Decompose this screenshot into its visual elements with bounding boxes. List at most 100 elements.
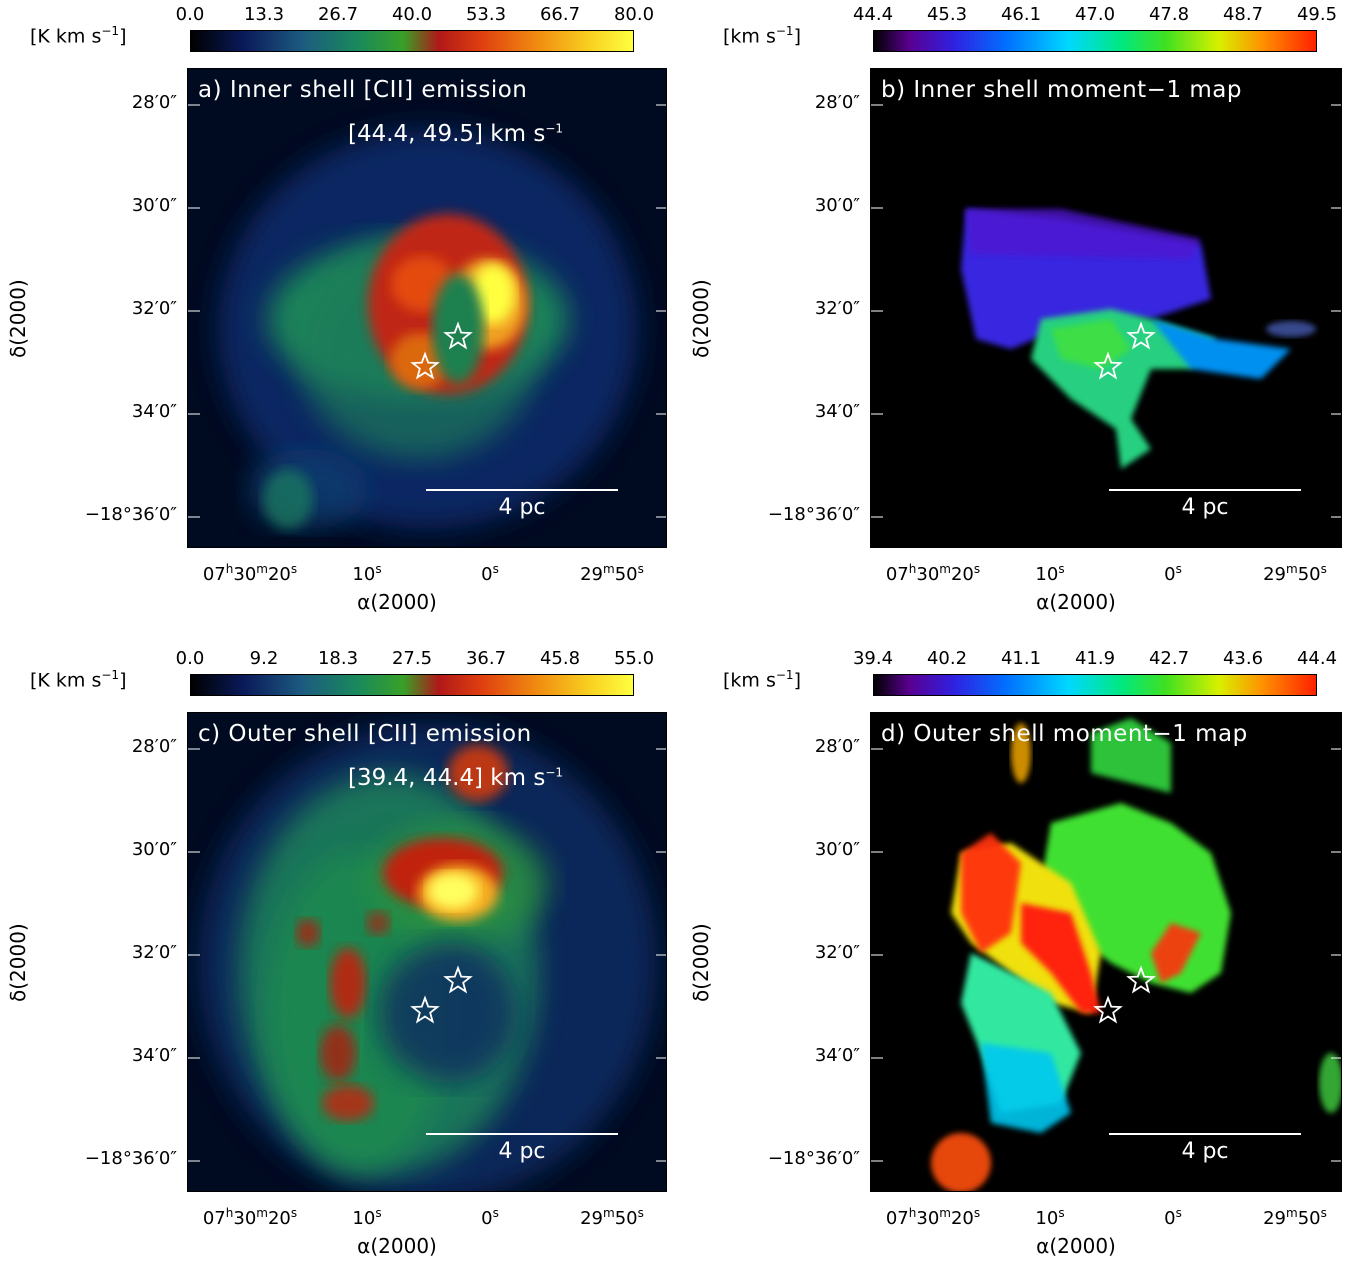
x-tick-part: 07 [202, 1208, 226, 1229]
map-image [871, 713, 1341, 1191]
unit-close: ] [793, 669, 801, 692]
y-tick-label: 34′0″ [131, 401, 177, 422]
x-tick-part: 50 [614, 1208, 638, 1229]
x-tick-part: m [939, 1206, 951, 1220]
y-tick-label: 28′0″ [131, 92, 177, 113]
x-tick-part: 10 [352, 564, 376, 585]
x-tick-part: m [939, 562, 951, 576]
colorbar-tick-label: 49.5 [1296, 4, 1338, 25]
emission-blob [320, 1025, 356, 1081]
x-tick-part: h [225, 562, 234, 576]
x-tick-part: s [1175, 1206, 1182, 1220]
emission-blob [931, 1133, 991, 1191]
x-tick-part: m [256, 1206, 268, 1220]
x-tick-part: m [256, 562, 268, 576]
star-marker-icon [410, 995, 440, 1024]
x-tick-label: 10s [352, 562, 381, 585]
x-tick-label: 0s [481, 1206, 499, 1229]
panel-title: c) Outer shell [CII] emission [198, 721, 532, 747]
colorbar-tick-label: 40.0 [391, 4, 433, 25]
x-tick-label: 29m50s [580, 1206, 644, 1229]
emission-blob [366, 911, 390, 935]
y-tick-label: 32′0″ [814, 942, 860, 963]
x-tick-part: 0 [1164, 1208, 1176, 1229]
x-tick-label: 07h30m20s [886, 1206, 980, 1229]
x-tick-part: s [1175, 562, 1182, 576]
y-tick-label: 34′0″ [131, 1045, 177, 1066]
x-tick-part: 0 [481, 564, 493, 585]
velocity-range-sup: −1 [545, 765, 564, 780]
x-tick-label: 07h30m20s [203, 562, 297, 585]
x-tick-part: 0 [1164, 564, 1176, 585]
y-tick-label: −18°36′0″ [84, 504, 177, 525]
velocity-range-text: [44.4, 49.5] km s [348, 121, 546, 147]
y-tick-label: 30′0″ [814, 839, 860, 860]
emission-blob [428, 873, 478, 909]
x-tick-label: 29m50s [1263, 1206, 1327, 1229]
colorbar-tick-label: 39.4 [852, 648, 894, 669]
unit-close: ] [119, 25, 127, 48]
x-tick-part: 50 [1297, 564, 1321, 585]
panel-title: d) Outer shell moment−1 map [881, 721, 1248, 747]
x-tick-label: 0s [1164, 1206, 1182, 1229]
y-tick-label: 30′0″ [131, 839, 177, 860]
map-image [188, 713, 666, 1191]
colorbar-unit: [km s−1] [723, 24, 801, 47]
colorbar-tick-label: 53.3 [465, 4, 507, 25]
scale-bar [426, 489, 618, 491]
x-tick-part: 20 [950, 564, 974, 585]
colorbar-tick-label: 47.8 [1148, 4, 1190, 25]
x-tick-label: 10s [352, 1206, 381, 1229]
x-tick-part: s [290, 562, 298, 576]
x-tick-part: s [973, 562, 981, 576]
colorbar-tick-label: 44.4 [1296, 648, 1338, 669]
x-tick-part: 29 [580, 564, 604, 585]
colorbar [190, 674, 634, 696]
x-tick-part: 10 [1035, 564, 1059, 585]
velocity-region [1051, 319, 1131, 369]
x-tick-label: 0s [1164, 562, 1182, 585]
x-tick-part: s [492, 1206, 499, 1220]
x-tick-part: s [1320, 1206, 1327, 1220]
unit-sup: −1 [101, 668, 120, 682]
emission-blob [330, 948, 366, 1018]
x-tick-part: h [225, 1206, 234, 1220]
x-tick-part: h [908, 562, 917, 576]
x-tick-part: 20 [267, 564, 291, 585]
colorbar [873, 30, 1317, 52]
x-tick-part: 07 [885, 1208, 909, 1229]
x-tick-part: h [908, 1206, 917, 1220]
colorbar [190, 30, 634, 52]
colorbar-tick-label: 36.7 [465, 648, 507, 669]
colorbar-tick-label: 40.2 [926, 648, 968, 669]
sky-map-a: a) Inner shell [CII] emission [44.4, 49.5… [187, 68, 667, 548]
unit-text: [K km s [30, 669, 102, 692]
y-tick-label: −18°36′0″ [767, 1148, 860, 1169]
colorbar-tick-label: 26.7 [317, 4, 359, 25]
x-tick-part: 30 [233, 1208, 257, 1229]
star-marker-icon [410, 351, 440, 380]
x-tick-label: 29m50s [1263, 562, 1327, 585]
colorbar-tick-label: 9.2 [249, 648, 279, 669]
y-axis-label: δ(2000) [689, 923, 713, 1002]
x-tick-part: s [1320, 562, 1327, 576]
unit-sup: −1 [775, 24, 794, 38]
colorbar-tick-label: 27.5 [391, 648, 433, 669]
y-tick-label: 34′0″ [814, 1045, 860, 1066]
x-tick-part: 30 [916, 1208, 940, 1229]
x-tick-part: 30 [916, 564, 940, 585]
x-tick-label: 07h30m20s [203, 1206, 297, 1229]
unit-sup: −1 [101, 24, 120, 38]
velocity-region [961, 833, 1021, 953]
unit-close: ] [119, 669, 127, 692]
y-tick-label: −18°36′0″ [767, 504, 860, 525]
y-tick-label: 28′0″ [814, 736, 860, 757]
x-tick-part: s [290, 1206, 298, 1220]
y-tick-label: 30′0″ [814, 195, 860, 216]
x-axis-label: α(2000) [357, 590, 437, 614]
y-tick-label: 28′0″ [814, 92, 860, 113]
colorbar-tick-label: 0.0 [175, 4, 205, 25]
y-axis-label: δ(2000) [6, 923, 30, 1002]
x-tick-part: m [603, 1206, 615, 1220]
colorbar-tick-label: 48.7 [1222, 4, 1264, 25]
